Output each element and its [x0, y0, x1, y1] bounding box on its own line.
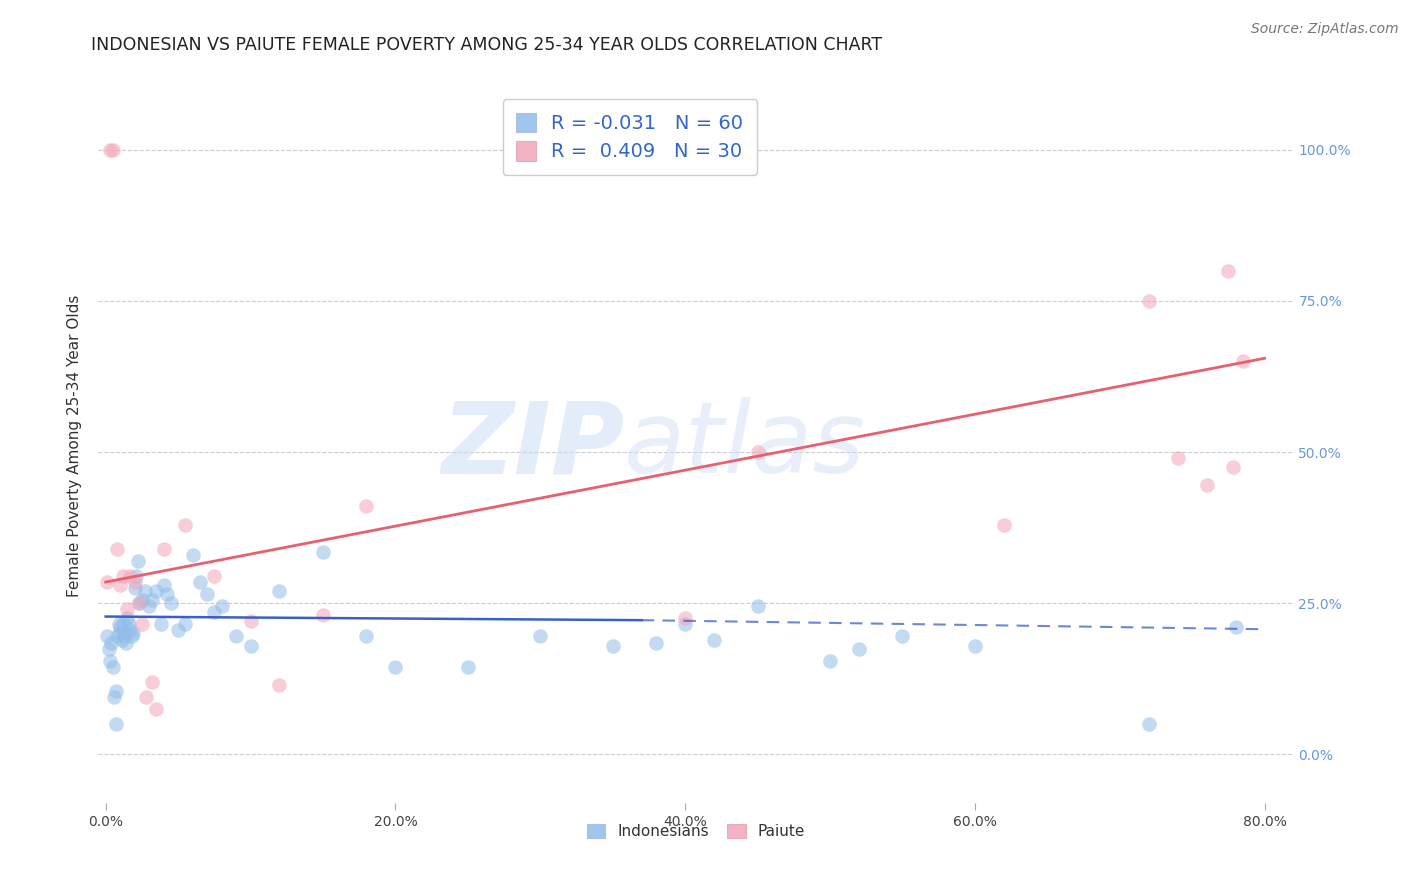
- Point: [97, 641, 120, 656]
- Point: [963, 639, 986, 653]
- Point: [167, 624, 190, 638]
- Point: [103, 690, 125, 704]
- Point: [703, 632, 725, 647]
- Point: [174, 617, 197, 632]
- Point: [673, 617, 696, 632]
- Point: [120, 624, 142, 638]
- Point: [112, 569, 135, 583]
- Point: [141, 593, 163, 607]
- Point: [121, 630, 143, 644]
- Point: [125, 569, 148, 583]
- Point: [152, 541, 174, 556]
- Point: [98, 143, 121, 157]
- Point: [356, 500, 378, 514]
- Point: [818, 654, 841, 668]
- Point: [269, 678, 291, 692]
- Point: [108, 578, 131, 592]
- Point: [1222, 460, 1244, 475]
- Point: [356, 630, 378, 644]
- Point: [155, 587, 177, 601]
- Point: [101, 659, 124, 673]
- Text: Source: ZipAtlas.com: Source: ZipAtlas.com: [1251, 22, 1399, 37]
- Point: [312, 608, 335, 623]
- Point: [131, 593, 153, 607]
- Point: [211, 599, 233, 614]
- Point: [131, 617, 153, 632]
- Point: [98, 654, 121, 668]
- Point: [1218, 263, 1240, 277]
- Point: [384, 659, 406, 673]
- Point: [138, 599, 160, 614]
- Text: atlas: atlas: [624, 398, 866, 494]
- Point: [269, 584, 291, 599]
- Point: [118, 617, 141, 632]
- Point: [105, 630, 128, 644]
- Point: [124, 575, 146, 590]
- Point: [117, 602, 139, 616]
- Point: [104, 717, 127, 731]
- Point: [145, 584, 167, 599]
- Point: [160, 596, 183, 610]
- Point: [108, 620, 131, 634]
- Point: [149, 617, 172, 632]
- Text: ZIP: ZIP: [441, 398, 624, 494]
- Point: [891, 630, 914, 644]
- Point: [312, 545, 335, 559]
- Point: [195, 587, 218, 601]
- Point: [457, 659, 479, 673]
- Point: [141, 674, 163, 689]
- Point: [202, 605, 225, 619]
- Point: [529, 630, 551, 644]
- Point: [1137, 717, 1160, 731]
- Point: [145, 702, 167, 716]
- Point: [239, 639, 262, 653]
- Point: [128, 596, 150, 610]
- Point: [96, 630, 118, 644]
- Point: [747, 445, 769, 459]
- Point: [101, 143, 124, 157]
- Point: [112, 617, 135, 632]
- Point: [181, 548, 204, 562]
- Text: INDONESIAN VS PAIUTE FEMALE POVERTY AMONG 25-34 YEAR OLDS CORRELATION CHART: INDONESIAN VS PAIUTE FEMALE POVERTY AMON…: [91, 36, 883, 54]
- Point: [122, 626, 145, 640]
- Point: [673, 611, 696, 625]
- Point: [645, 635, 668, 649]
- Point: [96, 575, 118, 590]
- Point: [174, 517, 197, 532]
- Point: [1137, 293, 1160, 308]
- Point: [127, 554, 149, 568]
- Point: [114, 630, 136, 644]
- Point: [104, 684, 127, 698]
- Point: [188, 575, 211, 590]
- Point: [135, 690, 157, 704]
- Point: [128, 596, 150, 610]
- Point: [1232, 354, 1254, 368]
- Y-axis label: Female Poverty Among 25-34 Year Olds: Female Poverty Among 25-34 Year Olds: [67, 295, 83, 597]
- Point: [134, 584, 156, 599]
- Point: [100, 635, 122, 649]
- Point: [993, 517, 1015, 532]
- Point: [117, 611, 139, 625]
- Point: [107, 617, 129, 632]
- Point: [120, 569, 142, 583]
- Point: [225, 630, 247, 644]
- Point: [1225, 620, 1247, 634]
- Point: [152, 578, 174, 592]
- Point: [1167, 451, 1189, 466]
- Point: [239, 615, 262, 629]
- Point: [110, 632, 132, 647]
- Point: [115, 635, 138, 649]
- Point: [602, 639, 624, 653]
- Point: [747, 599, 769, 614]
- Point: [1195, 478, 1218, 492]
- Point: [124, 581, 146, 595]
- Legend: Indonesians, Paiute: Indonesians, Paiute: [581, 818, 811, 845]
- Point: [848, 641, 870, 656]
- Point: [108, 626, 131, 640]
- Point: [105, 541, 128, 556]
- Point: [202, 569, 225, 583]
